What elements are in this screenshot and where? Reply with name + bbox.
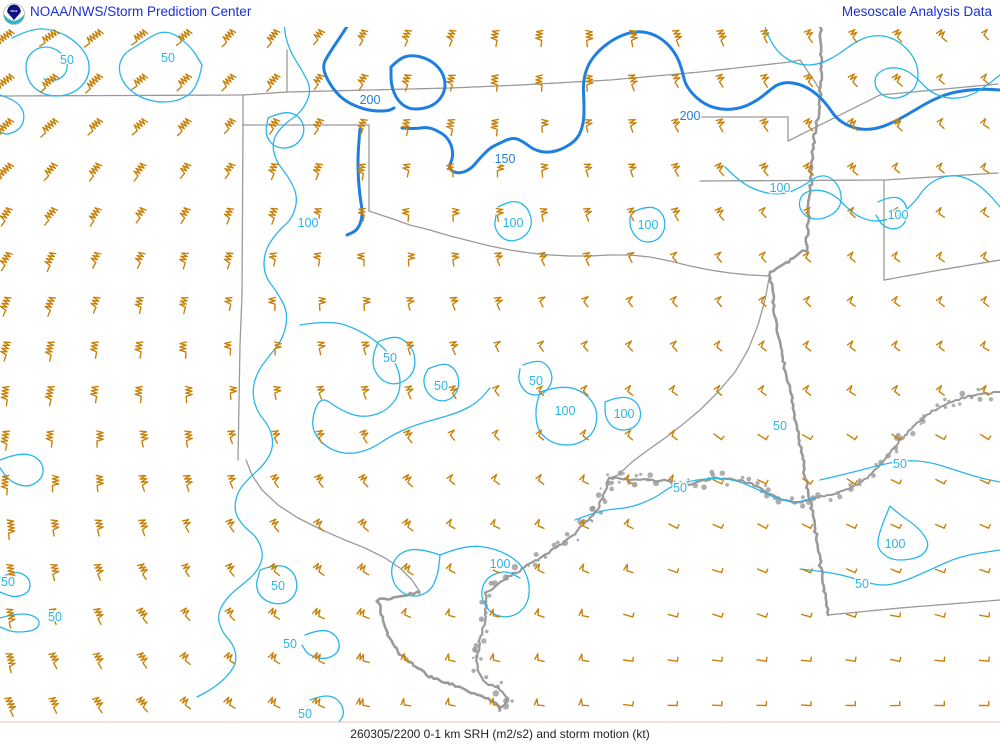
svg-text:100: 100 <box>770 181 791 195</box>
svg-text:100: 100 <box>490 557 511 571</box>
svg-text:100: 100 <box>888 208 909 222</box>
svg-text:50: 50 <box>1 575 15 589</box>
svg-text:50: 50 <box>893 457 907 471</box>
svg-text:100: 100 <box>298 216 319 230</box>
svg-text:50: 50 <box>161 51 175 65</box>
svg-text:50: 50 <box>48 610 62 624</box>
svg-text:200: 200 <box>680 109 701 123</box>
svg-text:100: 100 <box>638 218 659 232</box>
svg-text:50: 50 <box>673 481 687 495</box>
svg-text:50: 50 <box>855 577 869 591</box>
svg-text:NOAA: NOAA <box>11 10 18 13</box>
svg-text:100: 100 <box>555 404 576 418</box>
svg-text:Mesoscale Analysis Data: Mesoscale Analysis Data <box>842 4 993 19</box>
svg-text:NOAA/NWS/Storm Prediction Cent: NOAA/NWS/Storm Prediction Center <box>30 4 252 19</box>
svg-text:50: 50 <box>383 351 397 365</box>
svg-text:50: 50 <box>60 53 74 67</box>
svg-text:260305/2200 0-1 km SRH (m2/s2): 260305/2200 0-1 km SRH (m2/s2) and storm… <box>350 727 649 741</box>
svg-text:50: 50 <box>773 419 787 433</box>
svg-text:50: 50 <box>271 579 285 593</box>
svg-text:50: 50 <box>283 637 297 651</box>
svg-text:100: 100 <box>614 407 635 421</box>
svg-text:150: 150 <box>495 152 516 166</box>
svg-text:50: 50 <box>529 374 543 388</box>
svg-text:50: 50 <box>298 707 312 721</box>
svg-text:50: 50 <box>434 379 448 393</box>
svg-text:100: 100 <box>885 537 906 551</box>
svg-text:100: 100 <box>503 216 524 230</box>
svg-text:200: 200 <box>360 93 381 107</box>
